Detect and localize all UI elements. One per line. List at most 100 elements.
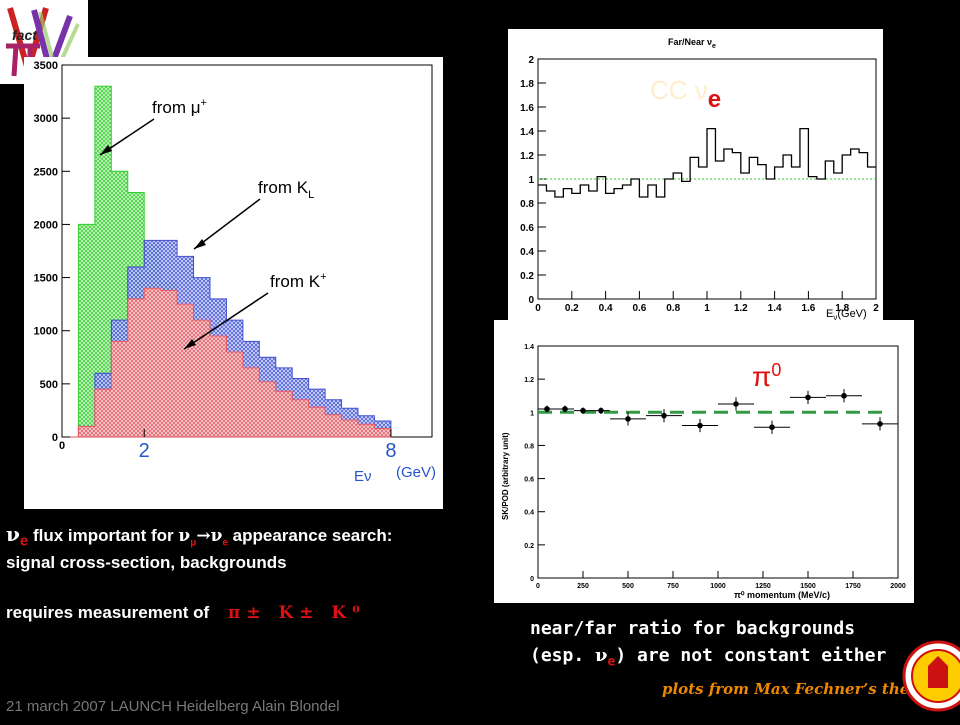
arrow-from-kp: [183, 292, 269, 350]
fn-ytick-label: 1.6: [520, 103, 534, 114]
annotation-from-kl: from KL: [258, 178, 314, 201]
fn-xtick-label: 1.6: [801, 303, 815, 314]
text-line-3: requires measurement of π± K± K⁰: [6, 603, 366, 623]
pi-xtick-label: 1500: [800, 583, 816, 590]
nu-symbol-2: ν: [595, 645, 608, 666]
pi-ytick-label: 1.4: [524, 344, 534, 351]
fn-xtick-label: 0.6: [632, 303, 646, 314]
fn-ytick-label: 1.4: [520, 127, 534, 138]
fn-xtick-label: 1: [704, 303, 710, 314]
pi-xtick-label: 0: [536, 583, 540, 590]
fn-ytick-label: 0.4: [520, 247, 534, 258]
pi-point: [841, 392, 847, 399]
pi-xtick-label: 2000: [890, 583, 906, 590]
near-far-line-1: near/far ratio for backgrounds: [530, 618, 856, 639]
text-line-2: signal cross-section, backgrounds: [6, 553, 287, 572]
fn-xlabel: Eν(GeV): [826, 308, 867, 322]
arrowhead-kp: [184, 339, 196, 349]
pi-xlabel: π⁰ momentum (MeV/c): [734, 590, 830, 600]
nu-subscript-e-2: e: [607, 654, 616, 670]
overlay-cc-nue: CC νe: [650, 75, 721, 113]
fn-xtick-label: 2: [873, 303, 879, 314]
pi-ytick-label: 1.2: [524, 377, 534, 384]
arrowhead-kl: [194, 239, 206, 249]
pi0-label: π0: [752, 360, 781, 392]
far-near-panel: Far/Near νe 0 0.2 0.4 0.6 0.8 1 1.2 1.4 1.6 1.8 2 …: [508, 29, 883, 322]
fn-xtick-label: 0: [535, 303, 541, 314]
pi-xtick-label: 750: [667, 583, 679, 590]
pi-ylabel: SK/POD (arbitrary unit): [501, 432, 510, 520]
arrow-symbol: →: [196, 526, 211, 546]
pi-frame: [537, 345, 899, 579]
fn-xtick-label: 1.2: [734, 303, 748, 314]
particles-text: π± K± K⁰: [227, 603, 366, 623]
pi-point: [625, 416, 631, 422]
fn-ytick-label: 1: [528, 175, 534, 186]
pi-ytick-label: 1: [530, 410, 534, 417]
left-ytick-label: 2000: [34, 219, 58, 231]
fn-ytick-label: 1.2: [520, 151, 534, 162]
left-ytick-label: 3000: [34, 113, 58, 125]
left-xtick-label: 0: [59, 440, 65, 452]
left-ytick-label: 2500: [34, 166, 58, 178]
e-subscript: e: [222, 537, 228, 549]
pi-point: [544, 406, 550, 412]
text-line-1: νe flux important for νμ→νe appearance s…: [6, 522, 392, 549]
pi-ytick-label: 0.2: [524, 543, 534, 550]
credit-text: plots from Max Fechner’s thesis: [662, 680, 932, 698]
pi-xtick-label: 250: [577, 583, 589, 590]
fn-xtick-label: 0.2: [565, 303, 579, 314]
pi-point: [598, 407, 604, 414]
x-unit-ev: Eν: [354, 468, 372, 485]
logo-text: fact: [12, 27, 38, 43]
fn-ytick-label: 0.2: [520, 271, 534, 282]
far-near-chart: Far/Near νe 00.20.40.60.811.21.41.61.82 …: [520, 37, 879, 322]
x-unit-gev: (GeV): [396, 464, 436, 481]
university-seal: [900, 636, 960, 720]
pi-point: [580, 407, 586, 414]
flux-text: flux important for: [28, 526, 179, 545]
pi-ytick-label: 0.6: [524, 477, 534, 484]
series-from-kp: [62, 287, 392, 438]
left-chart-panel: 0 500 1000 1500 2000 2500 3000 3500 0 2 8 from μ+…: [24, 57, 443, 509]
pi-xtick-label: 1250: [755, 583, 771, 590]
left-ytick-label: 3500: [34, 60, 58, 72]
pi-point: [697, 422, 703, 429]
pi-xtick-label: 500: [622, 583, 634, 590]
pi0-panel: SK/POD (arbitrary unit) π⁰ momentum (MeV…: [494, 320, 914, 603]
fn-ytick-label: 0: [528, 295, 534, 306]
left-xtick-label: 2: [139, 440, 150, 462]
pi-ytick-label: 0: [530, 576, 534, 583]
pi-point: [661, 412, 667, 419]
left-ytick-label: 500: [40, 379, 58, 391]
fn-ytick-label: 0.6: [520, 223, 534, 234]
footer-text: 21 march 2007 LAUNCH Heidelberg Alain Bl…: [6, 698, 340, 715]
left-xtick-label: 8: [385, 440, 396, 462]
fn-xtick-label: 1.4: [768, 303, 782, 314]
numu-symbol: ν: [178, 526, 191, 546]
far-near-title: Far/Near νe: [668, 37, 716, 50]
nu-symbol: ν: [6, 522, 20, 546]
nue-symbol: ν: [210, 526, 223, 546]
nu-subscript-e: e: [19, 532, 29, 550]
pi-xtick-label: 1750: [845, 583, 861, 590]
annotation-from-mu: from μ+: [152, 97, 207, 117]
constant-text: ) are not constant either: [615, 645, 887, 666]
appearance-text: appearance search:: [227, 526, 393, 545]
pi-point: [769, 424, 775, 430]
fn-ytick-label: 1.8: [520, 79, 534, 90]
pi-point: [877, 421, 883, 427]
fn-xtick-label: 0.8: [666, 303, 680, 314]
arrow-from-kl: [193, 198, 261, 250]
fn-xtick-label: 0.4: [599, 303, 613, 314]
pi-point: [805, 394, 811, 401]
pi-point: [562, 406, 568, 412]
esp-text: (esp.: [530, 645, 596, 666]
left-ytick-label: 1500: [34, 273, 58, 285]
left-chart: 0 500 1000 1500 2000 2500 3000 3500 0 2 8 from μ+…: [34, 60, 437, 485]
pi0-chart: SK/POD (arbitrary unit) π⁰ momentum (MeV…: [501, 344, 906, 600]
requires-text: requires measurement of: [6, 603, 210, 622]
left-ytick-label: 1000: [34, 326, 58, 338]
pi-xtick-label: 1000: [710, 583, 726, 590]
arrowhead-mu: [100, 145, 112, 155]
